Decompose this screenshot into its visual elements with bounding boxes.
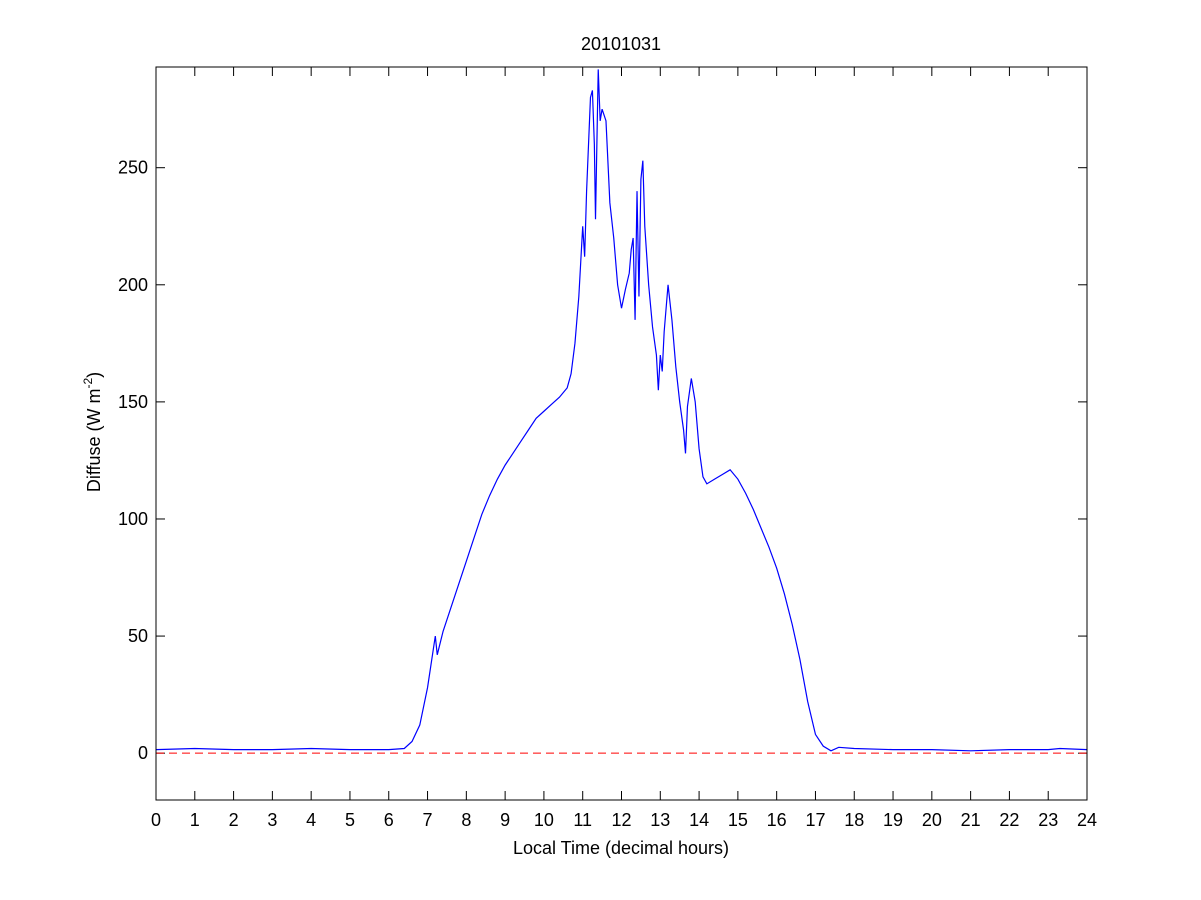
x-tick-label: 4 bbox=[306, 810, 316, 830]
y-axis-label: Diffuse (W m-2) bbox=[81, 372, 104, 492]
y-tick-label: 200 bbox=[118, 275, 148, 295]
x-tick-label: 16 bbox=[767, 810, 787, 830]
x-tick-label: 11 bbox=[573, 810, 592, 830]
x-tick-label: 17 bbox=[805, 810, 825, 830]
x-tick-label: 19 bbox=[883, 810, 903, 830]
plot-frame bbox=[155, 66, 1088, 801]
x-tick-label: 10 bbox=[534, 810, 554, 830]
x-tick-label: 21 bbox=[961, 810, 981, 830]
x-tick-label: 9 bbox=[500, 810, 510, 830]
x-tick-label: 24 bbox=[1077, 810, 1097, 830]
y-label-text: ) bbox=[84, 372, 104, 378]
x-tick-label: 1 bbox=[190, 810, 200, 830]
x-tick-label: 18 bbox=[844, 810, 864, 830]
x-tick-label: 22 bbox=[999, 810, 1019, 830]
chart-title: 20101031 bbox=[581, 34, 661, 54]
y-label-superscript: -2 bbox=[81, 377, 95, 388]
y-tick-label: 50 bbox=[128, 626, 148, 646]
data-line bbox=[155, 69, 1088, 752]
y-tick-label: 100 bbox=[118, 509, 148, 529]
x-tick-label: 23 bbox=[1038, 810, 1058, 830]
x-tick-label: 5 bbox=[345, 810, 355, 830]
x-tick-label: 20 bbox=[922, 810, 942, 830]
x-tick-label: 14 bbox=[689, 810, 709, 830]
y-tick-label: 250 bbox=[118, 158, 148, 178]
x-tick-label: 7 bbox=[423, 810, 433, 830]
x-tick-label: 8 bbox=[461, 810, 471, 830]
x-tick-label: 2 bbox=[229, 810, 239, 830]
x-tick-label: 12 bbox=[611, 810, 631, 830]
y-label-text: Diffuse (W m bbox=[84, 388, 104, 492]
x-tick-label: 3 bbox=[267, 810, 277, 830]
y-tick-label: 0 bbox=[138, 743, 148, 763]
x-axis-label: Local Time (decimal hours) bbox=[513, 838, 729, 858]
x-tick-label: 0 bbox=[151, 810, 161, 830]
x-tick-label: 13 bbox=[650, 810, 670, 830]
x-tick-label: 15 bbox=[728, 810, 748, 830]
x-tick-label: 6 bbox=[384, 810, 394, 830]
y-tick-label: 150 bbox=[118, 392, 148, 412]
